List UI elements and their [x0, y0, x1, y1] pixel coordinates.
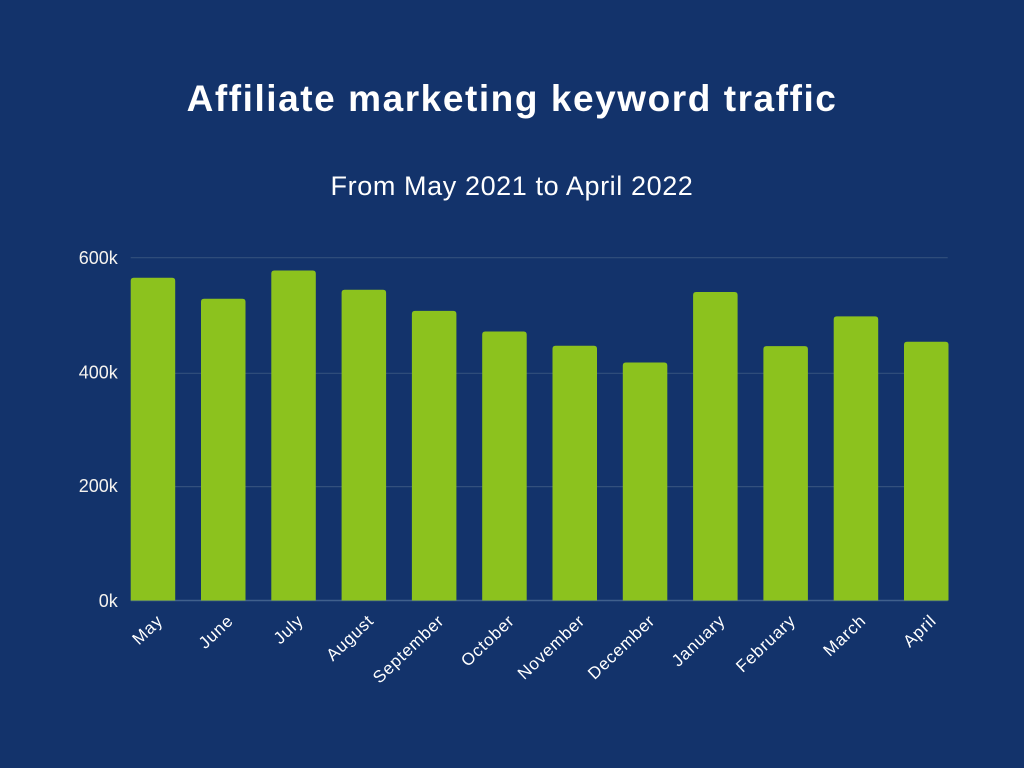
svg-text:December: December [584, 611, 659, 683]
svg-text:January: January [668, 611, 729, 670]
svg-text:June: June [195, 611, 237, 652]
svg-text:0k: 0k [99, 591, 119, 611]
svg-text:March: March [820, 611, 870, 660]
svg-text:April: April [899, 611, 940, 651]
svg-text:November: November [514, 611, 589, 683]
svg-text:600k: 600k [79, 248, 119, 268]
svg-text:February: February [732, 611, 799, 676]
svg-text:July: July [270, 611, 307, 648]
svg-text:October: October [457, 611, 518, 670]
svg-text:400k: 400k [79, 362, 119, 382]
svg-text:200k: 200k [79, 476, 119, 496]
svg-text:September: September [369, 611, 448, 687]
svg-text:August: August [323, 611, 378, 665]
svg-text:May: May [129, 611, 167, 649]
